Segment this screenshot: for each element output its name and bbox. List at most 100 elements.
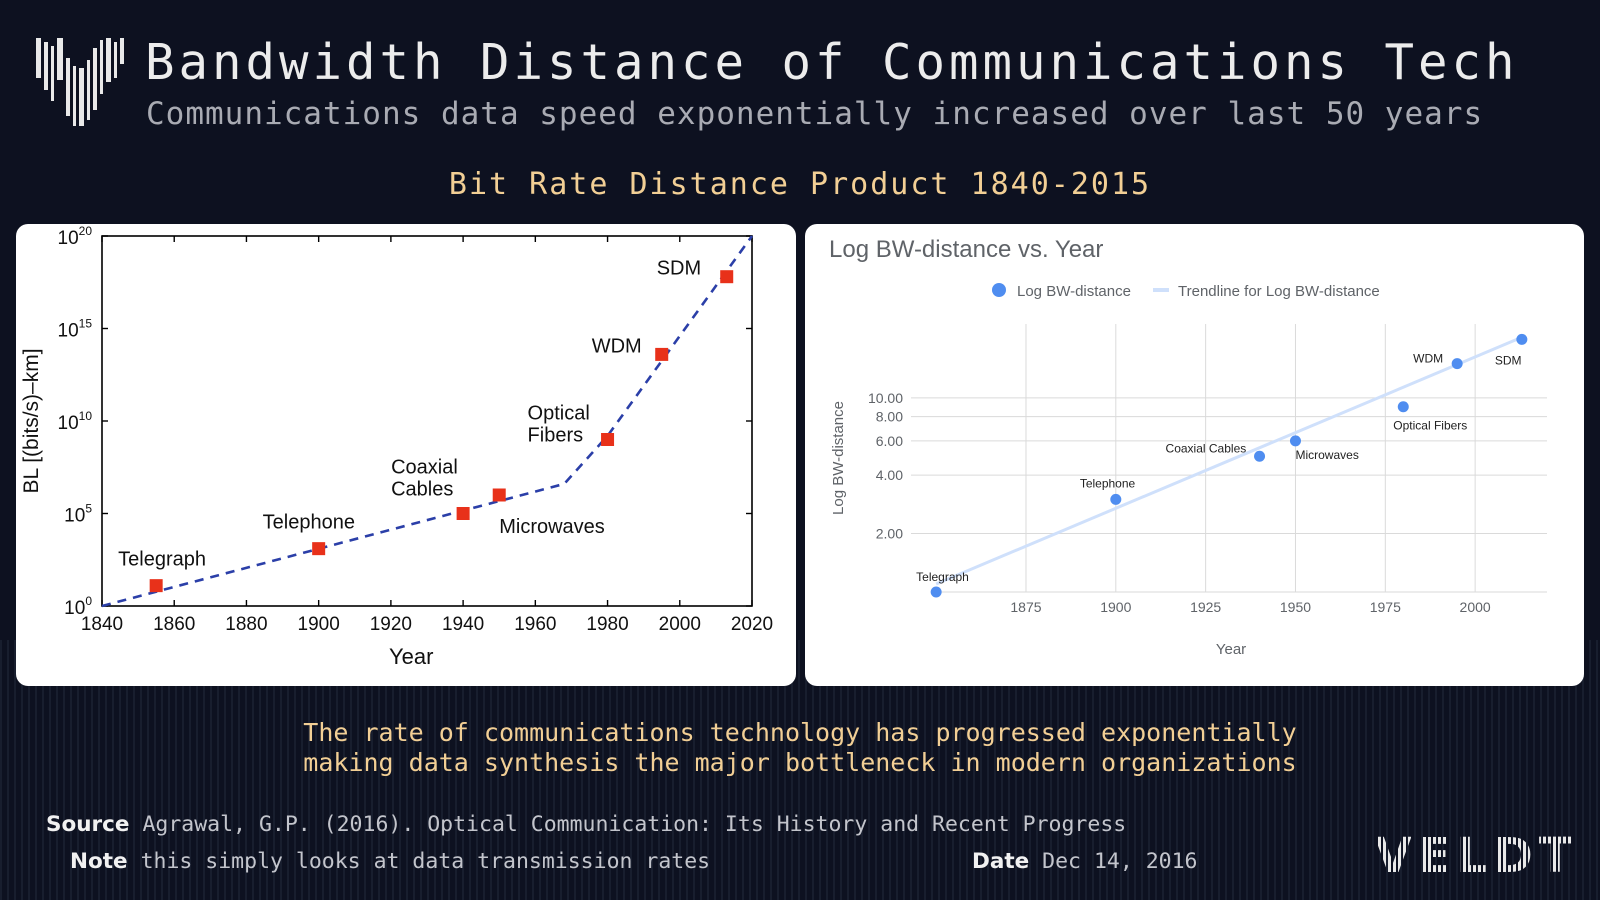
date-text: Dec 14, 2016 bbox=[1042, 849, 1198, 874]
footer-source: Source Agrawal, G.P. (2016). Optical Com… bbox=[46, 812, 1126, 837]
x-tick-label: 1900 bbox=[1100, 599, 1131, 615]
y-tick-exponent: 20 bbox=[79, 224, 93, 238]
y-tick-exponent: 15 bbox=[79, 317, 93, 331]
x-tick-label: 2020 bbox=[731, 614, 773, 635]
x-tick-label: 1875 bbox=[1010, 599, 1041, 615]
x-tick-label: 1880 bbox=[225, 614, 267, 635]
data-label-line: Telephone bbox=[263, 512, 355, 534]
conclusion-text: The rate of communications technology ha… bbox=[0, 718, 1600, 778]
conclusion-line-1: The rate of communications technology ha… bbox=[303, 718, 1297, 747]
y-tick-exponent: 5 bbox=[85, 502, 92, 516]
data-label: Telephone bbox=[263, 512, 355, 534]
y-tick-label: 105 bbox=[64, 502, 92, 527]
x-tick-label: 1950 bbox=[1280, 599, 1311, 615]
data-point bbox=[1254, 450, 1266, 462]
x-tick-label: 2000 bbox=[659, 614, 701, 635]
data-label-line: Microwaves bbox=[499, 516, 605, 538]
x-tick-label: 1900 bbox=[298, 614, 340, 635]
y-tick-base: 10 bbox=[58, 228, 79, 249]
data-label: Telegraph bbox=[118, 549, 206, 571]
data-marker bbox=[492, 488, 506, 502]
y-tick-label: 6.00 bbox=[876, 433, 903, 449]
legend-marker-points bbox=[992, 283, 1006, 297]
source-label: Source bbox=[46, 812, 130, 837]
x-tick-label: 2000 bbox=[1460, 599, 1491, 615]
bit-rate-distance-chart: 1840 1860 1880 1900 1920 1940 1960 1980 2000 2020… bbox=[20, 224, 773, 669]
y-tick-base: 10 bbox=[58, 321, 79, 342]
data-label: SDM bbox=[1495, 353, 1522, 367]
x-tick-label: 1860 bbox=[153, 614, 195, 635]
y-tick-label: 1020 bbox=[58, 224, 93, 249]
x-tick-label: 1940 bbox=[442, 614, 484, 635]
data-label: WDM bbox=[1413, 352, 1443, 366]
x-tick-label: 1980 bbox=[586, 614, 628, 635]
y-tick-exponent: 0 bbox=[85, 594, 92, 608]
y-tick-label: 10.00 bbox=[868, 390, 903, 406]
data-point bbox=[930, 586, 942, 598]
data-label: Optical Fibers bbox=[1393, 419, 1467, 433]
y-tick-label: 2.00 bbox=[876, 526, 903, 542]
x-axis-label: Year bbox=[1216, 641, 1246, 658]
data-label: Microwaves bbox=[499, 516, 605, 538]
section-title: Bit Rate Distance Product 1840-2015 bbox=[448, 167, 1152, 202]
legend-label-points: Log BW-distance bbox=[1017, 283, 1131, 300]
y-tick-base: 10 bbox=[64, 506, 85, 527]
data-point bbox=[1516, 333, 1528, 345]
log-bw-distance-chart: Log BW-distance vs. Year Log BW-distance T… bbox=[829, 236, 1547, 658]
veldt-brand-logo: VELDT bbox=[1378, 832, 1574, 876]
y-tick-label: 1010 bbox=[58, 409, 93, 434]
data-marker bbox=[312, 542, 326, 556]
y-tick-label: 1015 bbox=[58, 317, 93, 342]
data-point bbox=[1451, 358, 1463, 370]
x-tick-label: 1960 bbox=[514, 614, 556, 635]
data-label-line: Optical bbox=[528, 403, 590, 425]
note-text: this simply looks at data transmission r… bbox=[140, 849, 711, 874]
data-label: Telephone bbox=[1080, 476, 1136, 490]
data-label: Coaxial Cables bbox=[1166, 441, 1247, 455]
conclusion-line-2: making data synthesis the major bottlene… bbox=[303, 748, 1297, 777]
footer-note: Note this simply looks at data transmiss… bbox=[70, 849, 710, 874]
y-axis-label: Log BW-distance bbox=[830, 401, 847, 515]
x-tick-label: 1975 bbox=[1370, 599, 1401, 615]
veldt-logo-icon bbox=[36, 38, 124, 126]
trendline bbox=[935, 335, 1523, 586]
footer-date: Date Dec 14, 2016 bbox=[972, 849, 1198, 874]
y-axis-label: BL [(bits/s)–km] bbox=[20, 348, 43, 493]
data-label-line: SDM bbox=[657, 258, 701, 280]
y-tick-base: 10 bbox=[58, 413, 79, 434]
chart-title: Log BW-distance vs. Year bbox=[829, 236, 1103, 263]
date-label: Date bbox=[972, 849, 1030, 874]
data-marker bbox=[601, 433, 615, 446]
note-label: Note bbox=[70, 849, 128, 874]
data-label: Optical Fibers bbox=[528, 403, 590, 447]
left-chart-card: 1840 1860 1880 1900 1920 1940 1960 1980 2000 2020… bbox=[16, 224, 796, 686]
data-marker bbox=[655, 347, 669, 361]
legend-label-trendline: Trendline for Log BW-distance bbox=[1178, 283, 1380, 300]
data-label: Coaxial Cables bbox=[391, 457, 458, 501]
right-chart-card: Log BW-distance vs. Year Log BW-distance T… bbox=[805, 224, 1584, 686]
y-tick-exponent: 10 bbox=[79, 409, 93, 423]
x-axis-label: Year bbox=[389, 644, 433, 669]
y-tick-label: 100 bbox=[64, 594, 92, 619]
y-tick-label: 8.00 bbox=[876, 409, 903, 425]
data-label-line: WDM bbox=[592, 335, 642, 357]
x-tick-label: 1925 bbox=[1190, 599, 1221, 615]
source-text: Agrawal, G.P. (2016). Optical Communicat… bbox=[142, 812, 1127, 837]
brand-wordmark: VELDT bbox=[1378, 832, 1574, 876]
data-marker bbox=[720, 270, 734, 284]
x-tick-label: 1920 bbox=[370, 614, 412, 635]
data-label-line: Cables bbox=[391, 479, 453, 501]
page-title: Bandwidth Distance of Communications Tec… bbox=[145, 34, 1519, 91]
x-tick-label: 1840 bbox=[81, 614, 123, 635]
data-label-line: Fibers bbox=[528, 425, 584, 447]
page-subtitle: Communications data speed exponentially … bbox=[146, 96, 1484, 132]
y-tick-base: 10 bbox=[64, 598, 85, 619]
data-marker bbox=[456, 507, 470, 520]
data-label: Telegraph bbox=[916, 570, 969, 584]
data-label: WDM bbox=[592, 335, 642, 357]
data-label: Microwaves bbox=[1295, 448, 1358, 462]
data-label: SDM bbox=[657, 258, 701, 280]
data-label-line: Coaxial bbox=[391, 457, 458, 479]
data-label-line: Telegraph bbox=[118, 549, 206, 571]
data-point bbox=[1110, 493, 1122, 505]
